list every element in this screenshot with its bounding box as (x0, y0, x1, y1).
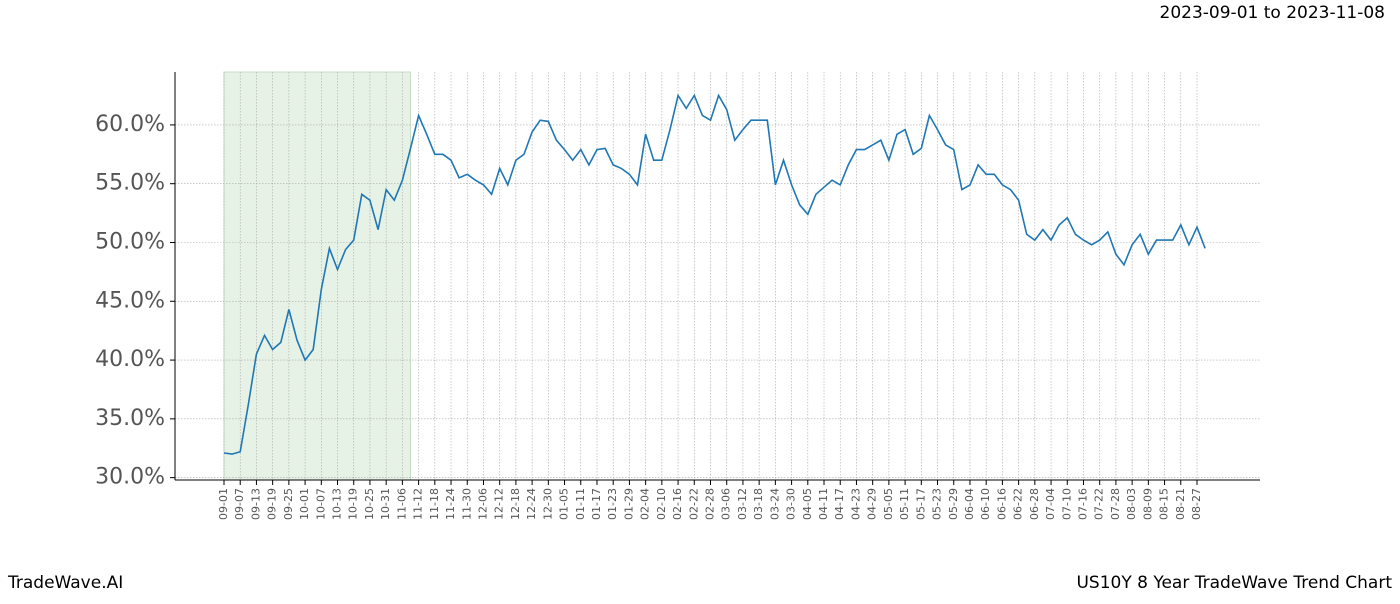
x-tick-label: 11-06 (395, 488, 408, 520)
y-tick-label: 55.0% (95, 171, 165, 196)
x-tick-label: 11-18 (428, 488, 441, 520)
x-tick-label: 04-17 (833, 488, 846, 520)
x-tick-label: 10-19 (347, 488, 360, 520)
x-tick-label: 07-28 (1109, 488, 1122, 520)
x-tick-label: 02-28 (704, 488, 717, 520)
x-tick-label: 09-01 (217, 488, 230, 520)
x-tick-label: 03-18 (752, 488, 765, 520)
x-tick-label: 10-13 (331, 488, 344, 520)
chart-title: US10Y 8 Year TradeWave Trend Chart (1076, 573, 1392, 593)
x-tick-label: 01-17 (590, 488, 603, 520)
x-tick-label: 11-24 (444, 488, 457, 520)
x-tick-label: 09-13 (249, 488, 262, 520)
x-tick-label: 12-30 (541, 488, 554, 520)
x-tick-label: 09-07 (233, 488, 246, 520)
x-tick-label: 07-10 (1060, 488, 1073, 520)
x-tick-label: 02-04 (639, 488, 652, 520)
y-tick-label: 35.0% (95, 406, 165, 431)
x-tick-label: 09-25 (282, 488, 295, 520)
x-tick-label: 01-11 (574, 488, 587, 520)
x-tick-label: 08-27 (1190, 488, 1203, 520)
x-tick-label: 06-16 (995, 488, 1008, 520)
x-tick-label: 04-29 (866, 488, 879, 520)
x-tick-label: 06-28 (1028, 488, 1041, 520)
series-line (223, 93, 1206, 455)
x-tick-label: 02-22 (687, 488, 700, 520)
x-tick-label: 11-12 (412, 488, 425, 520)
x-tick-label: 10-25 (363, 488, 376, 520)
x-tick-label: 09-19 (266, 488, 279, 520)
x-tick-label: 02-10 (655, 488, 668, 520)
y-tick-label: 40.0% (95, 347, 165, 372)
brand: TradeWave.AI (7, 573, 123, 593)
x-tick-label: 04-11 (817, 488, 830, 520)
y-tick-label: 50.0% (95, 229, 165, 254)
x-tick-label: 12-24 (525, 488, 538, 520)
y-tick-label: 60.0% (95, 112, 165, 137)
x-tick-label: 07-16 (1076, 488, 1089, 520)
x-tick-label: 06-22 (1012, 488, 1025, 520)
y-tick-label: 45.0% (95, 288, 165, 313)
x-tick-label: 05-11 (898, 488, 911, 520)
x-tick-label: 08-15 (1158, 488, 1171, 520)
x-tick-label: 11-30 (460, 488, 473, 520)
x-tick-label: 06-04 (963, 488, 976, 520)
x-tick-label: 04-05 (801, 488, 814, 520)
x-tick-label: 12-06 (476, 488, 489, 520)
x-tick-label: 12-12 (493, 488, 506, 520)
x-tick-label: 10-31 (379, 488, 392, 520)
x-tick-label: 12-18 (509, 488, 522, 520)
x-tick-label: 01-05 (558, 488, 571, 520)
x-tick-label: 03-12 (736, 488, 749, 520)
x-tick-label: 08-09 (1141, 488, 1154, 520)
y-tick-label: 30.0% (95, 465, 165, 490)
x-tick-label: 03-30 (785, 488, 798, 520)
x-tick-label: 06-10 (979, 488, 992, 520)
highlight-region (223, 71, 411, 481)
x-tick-label: 01-29 (622, 488, 635, 520)
x-tick-label: 05-05 (882, 488, 895, 520)
x-tick-label: 08-03 (1125, 488, 1138, 520)
x-tick-label: 02-16 (671, 488, 684, 520)
x-tick-label: 10-07 (314, 488, 327, 520)
x-tick-label: 05-23 (931, 488, 944, 520)
x-tick-label: 05-29 (947, 488, 960, 520)
x-tick-label: 04-23 (849, 488, 862, 520)
x-tick-label: 03-06 (720, 488, 733, 520)
date-range: 2023-09-01 to 2023-11-08 (1160, 3, 1385, 23)
x-tick-label: 05-17 (914, 488, 927, 520)
x-tick-label: 01-23 (606, 488, 619, 520)
x-tick-label: 07-22 (1093, 488, 1106, 520)
x-tick-label: 07-04 (1044, 488, 1057, 520)
x-tick-label: 10-01 (298, 488, 311, 520)
x-tick-label: 08-21 (1174, 488, 1187, 520)
x-tick-label: 03-24 (768, 488, 781, 520)
